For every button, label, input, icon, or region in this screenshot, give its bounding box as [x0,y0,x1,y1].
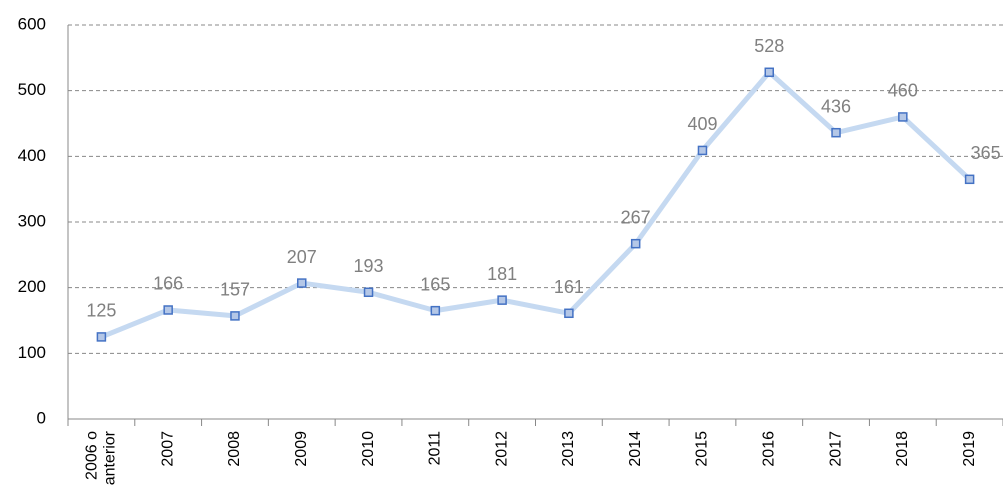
marker [764,67,774,78]
x-tick-label: 2012 [493,431,510,467]
data-label: 207 [287,247,317,267]
data-label: 460 [888,81,918,101]
x-tick-label: 2018 [894,431,911,467]
marker [898,112,908,122]
x-tick-label: 2015 [694,431,711,467]
data-label: 181 [487,264,517,284]
y-tick-label: 300 [18,211,46,230]
x-tick-label: 2007 [159,431,176,467]
marker [96,332,107,342]
data-label: 125 [86,301,116,321]
marker [430,305,441,316]
y-tick-label: 400 [18,146,46,165]
x-tick-label: 2009 [293,431,310,467]
data-label: 528 [754,36,784,56]
marker [630,238,641,249]
y-tick-label: 100 [18,343,46,362]
x-tick-label: 2006 oanterior [84,430,119,485]
x-tick-label: 2017 [827,431,844,467]
y-tick-label: 200 [18,277,46,296]
y-tick-label: 600 [18,14,46,33]
data-label: 161 [554,277,584,297]
marker [964,174,975,185]
line [100,69,972,340]
data-label: 193 [354,256,384,276]
marker [564,308,574,319]
x-tick-label: 2011 [427,431,444,466]
x-tick-label: 2019 [961,431,978,467]
data-label: 267 [621,207,651,227]
marker [230,311,240,321]
x-tick-label: 2014 [627,431,644,467]
y-tick-label: 0 [37,408,46,427]
x-tick-label: 2008 [226,431,243,467]
marker [163,305,173,315]
marker [497,295,507,305]
x-tick-label: 2016 [760,431,777,467]
marker [297,278,307,288]
data-label: 157 [220,280,250,300]
data-label: 365 [971,143,1001,163]
data-label: 409 [687,114,717,134]
marker [697,145,708,156]
data-label: 436 [821,96,851,116]
x-tick-label: 2013 [560,431,577,467]
y-tick-label: 500 [18,80,46,99]
data-label: 165 [420,274,450,294]
x-tick-label: 2010 [360,431,377,467]
marker [363,287,374,298]
data-label: 166 [153,274,183,294]
marker [831,127,841,138]
